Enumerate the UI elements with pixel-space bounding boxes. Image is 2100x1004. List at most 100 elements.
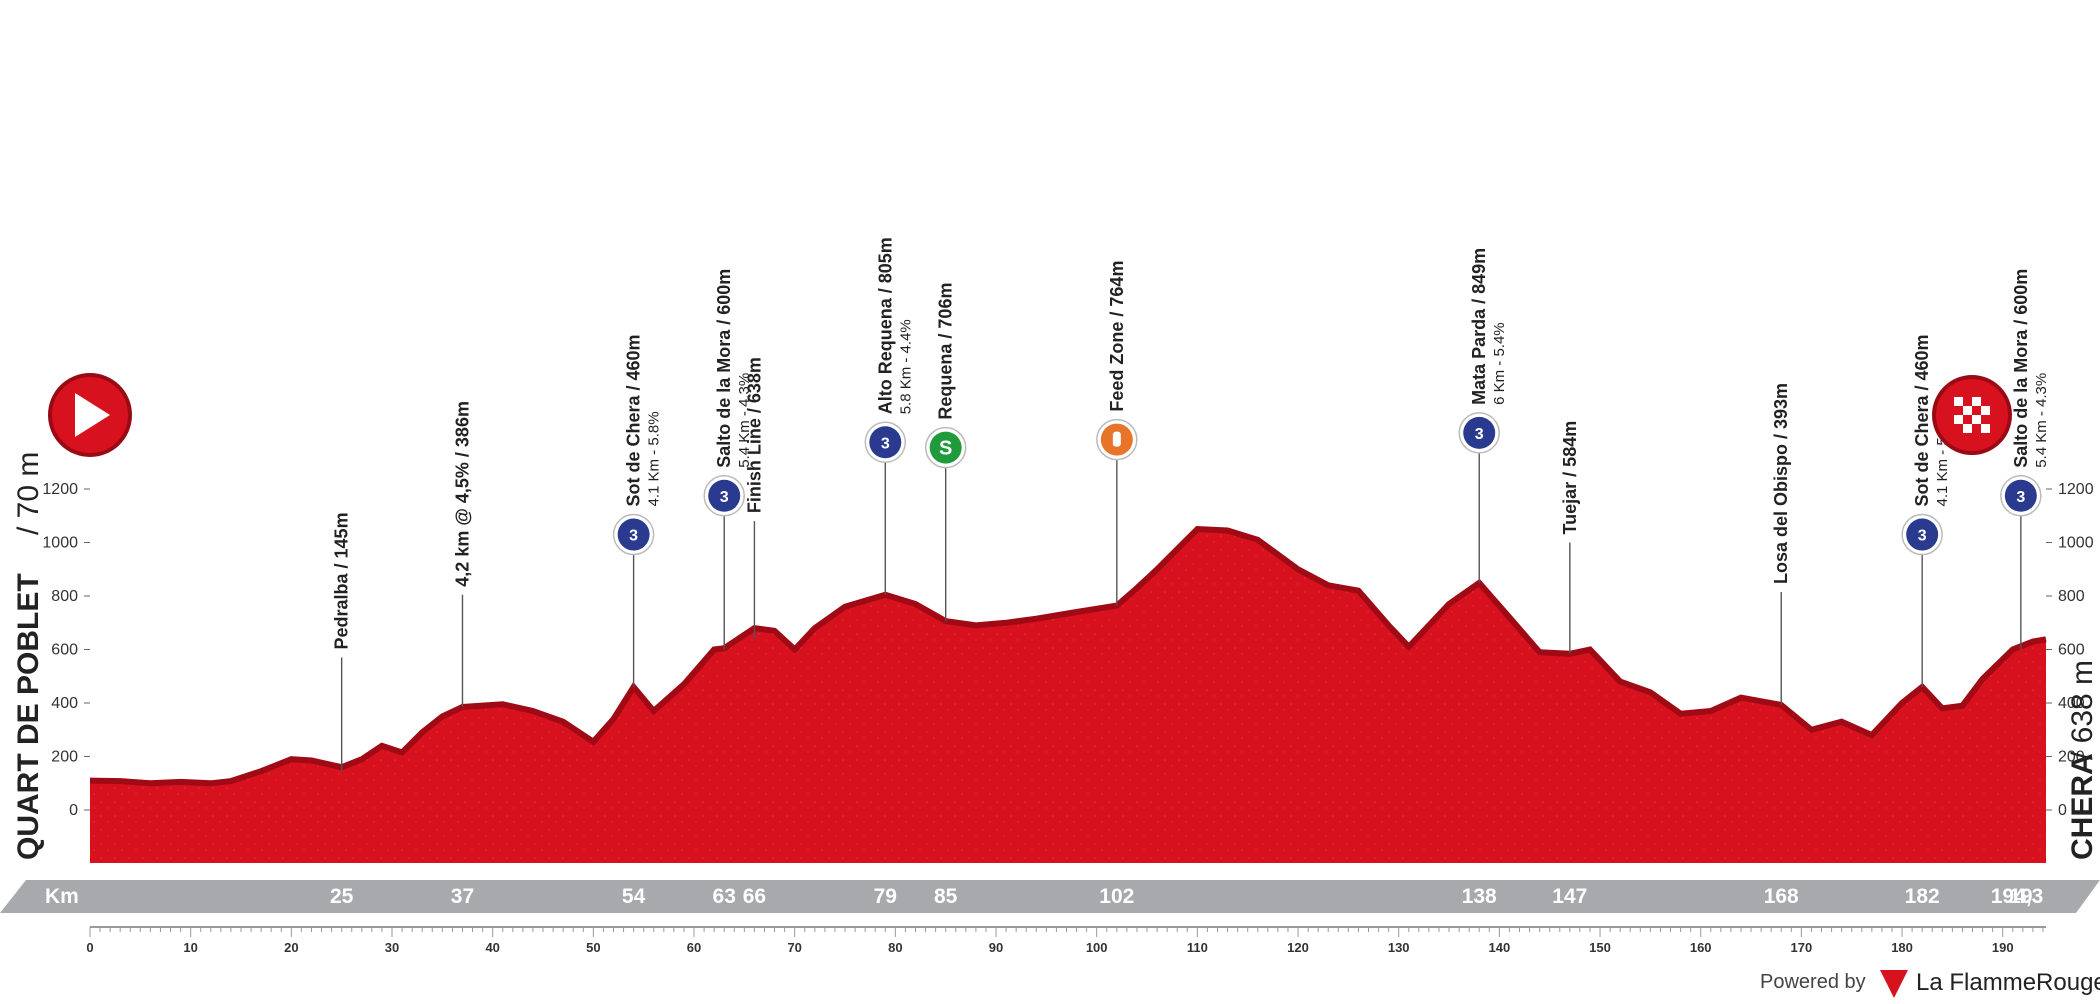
flag-square [1981, 424, 1990, 433]
point-climb-label: 5.4 Km - 4.3% [2033, 373, 2050, 468]
flag-square [1954, 424, 1963, 433]
y-tick-label-right: 800 [2058, 588, 2085, 605]
x-tick-label: 40 [485, 940, 499, 955]
point-name-label: Finish Line / 638m [744, 357, 764, 513]
flag-square [1963, 406, 1972, 415]
x-tick-label: 130 [1388, 940, 1410, 955]
flag-square [1963, 397, 1972, 406]
kom-cat3-icon [708, 479, 741, 512]
y-tick-label-left: 400 [51, 695, 78, 712]
start-marker [48, 373, 132, 457]
flag-square [1972, 424, 1981, 433]
y-tick-label-left: 600 [51, 642, 78, 659]
x-tick-label: 170 [1791, 940, 1813, 955]
flag-square [1963, 424, 1972, 433]
bottle-glyph [1112, 431, 1121, 447]
point-name-label: Requena / 706m [936, 283, 956, 420]
x-tick-label: 30 [385, 940, 399, 955]
y-tick-label-right: 200 [2058, 749, 2085, 766]
kom-cat3-icon [869, 426, 902, 459]
km-band: Km 194,3 25 37 54 63 66 79 85 102 138 147 168 182 19 [0, 880, 2100, 913]
km-band-number: 168 [1764, 885, 1799, 908]
x-tick-label: 80 [888, 940, 902, 955]
x-tick-label: 20 [284, 940, 298, 955]
kom-cat3-icon [2004, 479, 2037, 512]
footer: Powered by La FlammeRouge [1760, 969, 2100, 998]
point-name-label: Mata Parda / 849m [1469, 248, 1489, 405]
x-tick-label: 150 [1589, 940, 1611, 955]
point-name-label: Losa del Obispo / 393m [1771, 383, 1791, 584]
kom-category-glyph: 3 [1475, 426, 1484, 443]
km-band-number: 37 [451, 885, 474, 908]
km-band-number: 25 [330, 885, 354, 908]
km-band-number: 182 [1905, 885, 1940, 908]
kom-category-glyph: 3 [2016, 489, 2025, 506]
flamme-rouge-logo-icon [1880, 970, 1908, 998]
kom-cat3-icon [617, 518, 650, 551]
x-tick-label: 180 [1891, 940, 1913, 955]
km-band-number: 102 [1099, 885, 1134, 908]
sprint-glyph: S [939, 438, 952, 460]
point-climb-label: 5.4 Km - 4.3% [736, 373, 753, 468]
point-name-label: Feed Zone / 764m [1107, 261, 1127, 412]
flag-square [1981, 415, 1990, 424]
y-tick-label-left: 800 [51, 588, 78, 605]
flag-square [1972, 415, 1981, 424]
y-tick-label-left: 1000 [42, 535, 78, 552]
point-name-label: Sot de Chera / 460m [1912, 334, 1932, 506]
finish-marker [1932, 375, 2012, 455]
y-tick-label-left: 200 [51, 749, 78, 766]
point-name-label: Tuejar / 584m [1560, 421, 1580, 535]
km-band-number: 147 [1552, 885, 1587, 908]
kom-category-glyph: 3 [1918, 528, 1927, 545]
km-band-number: 19 [2009, 885, 2032, 908]
flag-square [1972, 397, 1981, 406]
x-tick-label: 190 [1992, 940, 2014, 955]
y-tick-label-right: 1000 [2058, 535, 2094, 552]
km-band-number: 54 [622, 885, 646, 908]
kom-cat3-icon [1463, 416, 1496, 449]
point-name-label: Pedralba / 145m [332, 512, 352, 649]
kom-category-glyph: 3 [720, 489, 729, 506]
y-tick-label-left: 0 [69, 802, 78, 819]
play-icon [75, 393, 110, 437]
x-tick-label: 120 [1287, 940, 1309, 955]
km-axis: 0 10 20 30 40 50 60 70 80 90 100 110 120 130 140 150 160… [86, 926, 2046, 955]
start-name: QUART DE POBLET [12, 573, 45, 860]
flag-square [1981, 406, 1990, 415]
finish-elevation: / 638 m [2066, 660, 2099, 760]
x-tick-label: 10 [183, 940, 197, 955]
kom-category-glyph: 3 [629, 528, 638, 545]
x-tick-label: 70 [787, 940, 801, 955]
point-name-label: Alto Requena / 805m [875, 237, 895, 414]
profile-ridge [89, 526, 2047, 787]
x-tick-label: 110 [1187, 940, 1208, 955]
y-tick-label-right: 400 [2058, 695, 2085, 712]
km-band-label: Km [45, 885, 79, 908]
elevation-axis: 0 0 200 200 400 400 600 600 800 800 1000 1000 1200 12… [42, 481, 2093, 819]
kom-category-glyph: 3 [881, 435, 890, 452]
km-band-number: 85 [934, 885, 958, 908]
km-total-label: 194,3 [1991, 885, 2044, 908]
x-tick-label: 50 [586, 940, 600, 955]
checkered-flag-icon [1954, 397, 1990, 433]
flag-square [1981, 397, 1990, 406]
flag-square [1972, 406, 1981, 415]
km-band-number: 79 [874, 885, 897, 908]
y-tick-label-right: 600 [2058, 642, 2085, 659]
point-climb-label: 5.8 Km - 4.4% [897, 319, 914, 414]
kom-cat3-icon [1906, 518, 1939, 551]
x-tick-label: 100 [1086, 940, 1108, 955]
flag-square [1954, 406, 1963, 415]
flag-square [1963, 415, 1972, 424]
point-climb-label: 4.1 Km - 5.8% [646, 411, 663, 506]
start-elevation: / 70 m [12, 452, 45, 535]
point-climb-label: 6 Km - 5.4% [1491, 322, 1508, 405]
km-band-number: 66 [743, 885, 766, 908]
km-band-number: 63 [713, 885, 736, 908]
point-name-label: Sot de Chera / 460m [624, 334, 644, 506]
start-label: QUART DE POBLET / 70 m [12, 452, 45, 860]
point-name-label: Salto de la Mora / 600m [2011, 269, 2031, 468]
x-tick-label: 90 [989, 940, 1003, 955]
